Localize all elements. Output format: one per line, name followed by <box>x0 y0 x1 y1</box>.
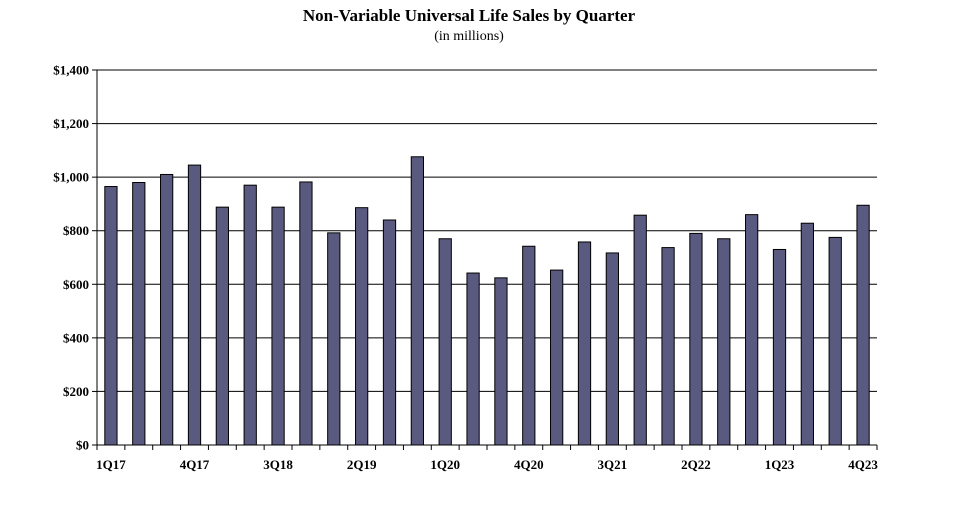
x-tick-label: 4Q20 <box>514 457 544 472</box>
x-tick-label: 4Q23 <box>848 457 878 472</box>
x-tick-label: 3Q18 <box>263 457 293 472</box>
bar <box>299 181 313 446</box>
y-tick-label: $1,200 <box>53 116 89 131</box>
bar <box>494 277 508 446</box>
bar <box>243 184 257 446</box>
bar <box>215 206 229 446</box>
bar <box>772 248 787 446</box>
chart-subtitle: (in millions) <box>434 29 504 44</box>
bar <box>745 214 759 446</box>
bar <box>522 245 536 446</box>
y-tick-label: $1,400 <box>53 63 89 78</box>
bar <box>605 252 619 446</box>
bar <box>327 232 341 446</box>
bar <box>382 219 397 446</box>
bar <box>410 156 424 446</box>
y-tick-label: $800 <box>63 223 89 238</box>
bar <box>856 204 870 446</box>
bar <box>661 247 675 446</box>
bar <box>104 186 118 446</box>
x-tick-label: 3Q21 <box>598 457 628 472</box>
bar <box>466 272 480 446</box>
x-tick-label: 2Q22 <box>681 457 711 472</box>
x-tick-label: 4Q17 <box>180 457 210 472</box>
y-tick-label: $1,000 <box>53 170 89 185</box>
bar <box>438 238 452 446</box>
bar <box>160 173 174 446</box>
bar <box>355 207 369 446</box>
x-tick-label: 2Q19 <box>347 457 377 472</box>
x-tick-label: 1Q20 <box>430 457 460 472</box>
y-tick-label: $0 <box>76 438 89 453</box>
bar <box>132 182 146 446</box>
chart-title: Non-Variable Universal Life Sales by Qua… <box>302 6 636 25</box>
y-tick-label: $600 <box>63 277 89 292</box>
bar <box>550 269 564 446</box>
y-tick-label: $200 <box>63 384 89 399</box>
bar <box>828 236 842 446</box>
bar <box>717 238 731 446</box>
bar <box>577 241 592 446</box>
bar <box>800 222 814 446</box>
bar <box>689 232 703 446</box>
x-tick-label: 1Q23 <box>765 457 795 472</box>
bar <box>633 214 647 446</box>
x-tick-label: 1Q17 <box>96 457 126 472</box>
y-tick-label: $400 <box>63 330 89 345</box>
bar <box>271 206 285 446</box>
bar <box>187 164 202 446</box>
